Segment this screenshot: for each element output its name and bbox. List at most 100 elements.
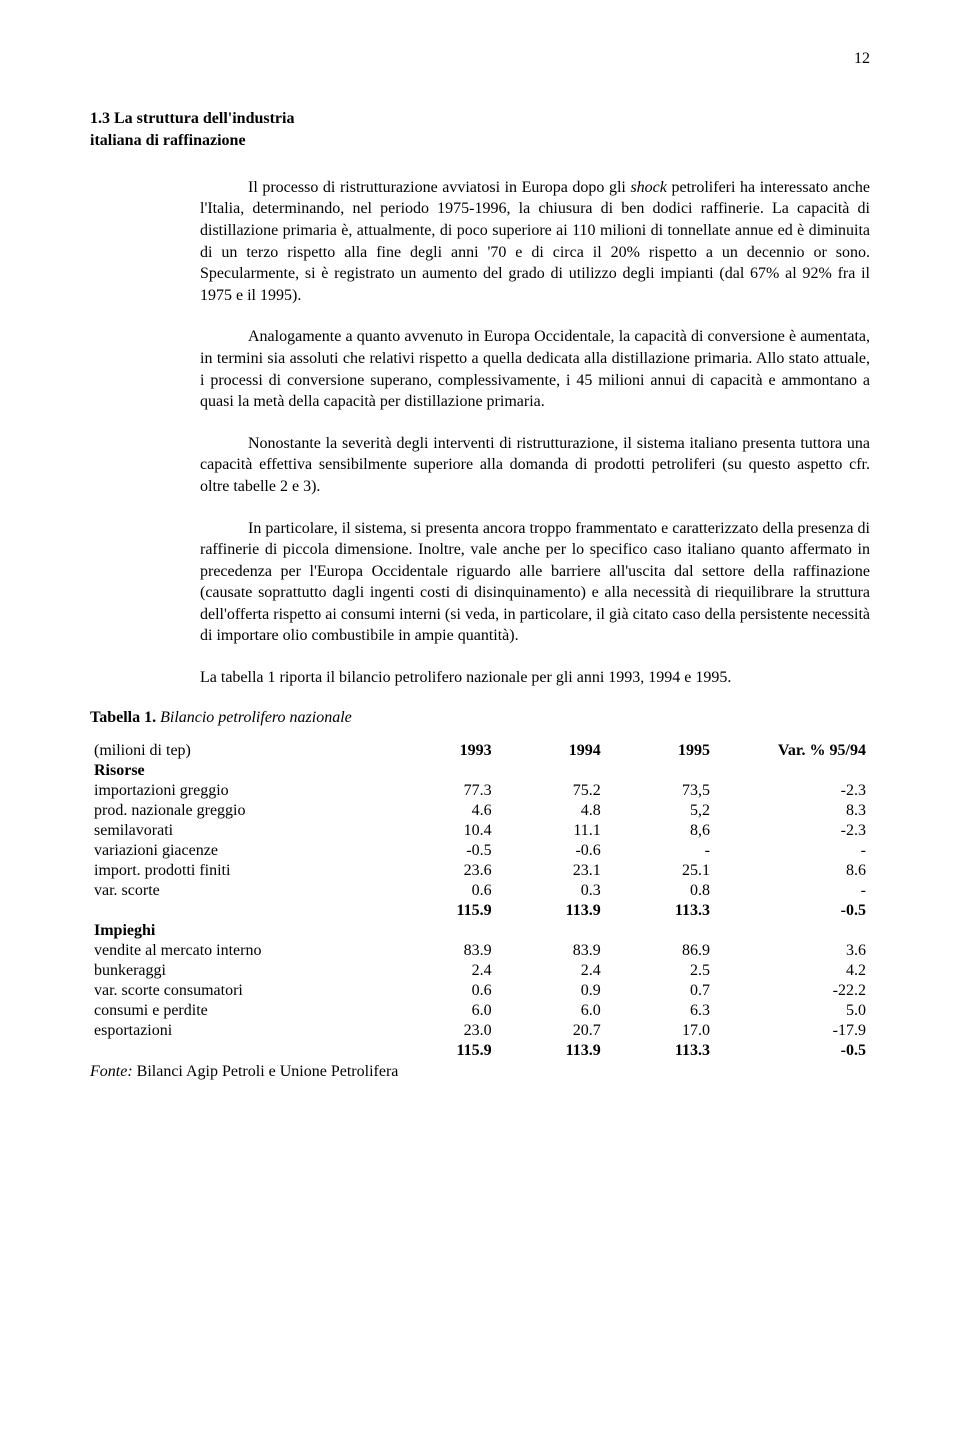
cell-label: esportazioni: [90, 1021, 386, 1041]
table-title-italic: Bilancio petrolifero nazionale: [156, 709, 352, 726]
cell: 113.3: [605, 1041, 714, 1061]
cell: -0.6: [496, 841, 605, 861]
cell: 0.9: [496, 981, 605, 1001]
table-row: esportazioni23.020.717.0-17.9: [90, 1021, 870, 1041]
table-title: Tabella 1. Bilancio petrolifero nazional…: [90, 709, 870, 727]
cell: 86.9: [605, 941, 714, 961]
header-1994: 1994: [496, 741, 605, 761]
source-text: Bilanci Agip Petroli e Unione Petrolifer…: [133, 1063, 399, 1080]
cell: 115.9: [386, 901, 495, 921]
cell: 73,5: [605, 781, 714, 801]
cell: 23.0: [386, 1021, 495, 1041]
cell: 6.0: [496, 1001, 605, 1021]
cell: 4.2: [714, 961, 870, 981]
table-row: bunkeraggi2.42.42.54.2: [90, 961, 870, 981]
cell: -: [714, 881, 870, 901]
cell: 0.6: [386, 881, 495, 901]
cell: 17.0: [605, 1021, 714, 1041]
cell: 10.4: [386, 821, 495, 841]
heading-line-1: 1.3 La struttura dell'industria: [90, 110, 294, 127]
cell: 4.8: [496, 801, 605, 821]
cell: 20.7: [496, 1021, 605, 1041]
table-section-impieghi: Impieghi: [90, 921, 870, 941]
cell: -2.3: [714, 781, 870, 801]
cell: 0.3: [496, 881, 605, 901]
cell: 113.9: [496, 901, 605, 921]
cell-label: import. prodotti finiti: [90, 861, 386, 881]
cell-label: var. scorte: [90, 881, 386, 901]
header-1995: 1995: [605, 741, 714, 761]
cell-label: vendite al mercato interno: [90, 941, 386, 961]
table-row: importazioni greggio77.375.273,5-2.3: [90, 781, 870, 801]
cell-label: variazioni giacenze: [90, 841, 386, 861]
cell-label: var. scorte consumatori: [90, 981, 386, 1001]
data-table: (milioni di tep) 1993 1994 1995 Var. % 9…: [90, 741, 870, 1061]
table-row: prod. nazionale greggio4.64.85,28.3: [90, 801, 870, 821]
emphasis-shock: shock: [630, 179, 666, 196]
cell: 5,2: [605, 801, 714, 821]
cell: 0.7: [605, 981, 714, 1001]
cell: 115.9: [386, 1041, 495, 1061]
table-row: vendite al mercato interno83.983.986.93.…: [90, 941, 870, 961]
cell: 0.6: [386, 981, 495, 1001]
cell: -: [714, 841, 870, 861]
table-header-row: (milioni di tep) 1993 1994 1995 Var. % 9…: [90, 741, 870, 761]
cell: 5.0: [714, 1001, 870, 1021]
section-heading: 1.3 La struttura dell'industria italiana…: [90, 108, 870, 153]
table-row: consumi e perdite6.06.06.35.0: [90, 1001, 870, 1021]
heading-line-2: italiana di raffinazione: [90, 132, 246, 149]
cell: 23.1: [496, 861, 605, 881]
cell-label: consumi e perdite: [90, 1001, 386, 1021]
cell: 0.8: [605, 881, 714, 901]
document-page: 12 1.3 La struttura dell'industria itali…: [0, 0, 960, 1141]
section-label-risorse: Risorse: [90, 761, 386, 781]
cell: -22.2: [714, 981, 870, 1001]
cell: -0.5: [386, 841, 495, 861]
table-row-total: 115.9113.9113.3-0.5: [90, 1041, 870, 1061]
cell: 11.1: [496, 821, 605, 841]
cell-label: importazioni greggio: [90, 781, 386, 801]
paragraph-5: La tabella 1 riporta il bilancio petroli…: [200, 667, 870, 689]
cell: 8.3: [714, 801, 870, 821]
cell: 113.3: [605, 901, 714, 921]
cell: 4.6: [386, 801, 495, 821]
source-label: Fonte:: [90, 1063, 133, 1080]
table-row: import. prodotti finiti23.623.125.18.6: [90, 861, 870, 881]
table-section-risorse: Risorse: [90, 761, 870, 781]
table-row-total: 115.9113.9113.3-0.5: [90, 901, 870, 921]
cell-label: bunkeraggi: [90, 961, 386, 981]
cell: 75.2: [496, 781, 605, 801]
cell: 113.9: [496, 1041, 605, 1061]
cell: 2.4: [386, 961, 495, 981]
cell: 8,6: [605, 821, 714, 841]
cell: 83.9: [496, 941, 605, 961]
section-label-impieghi: Impieghi: [90, 921, 386, 941]
cell: -17.9: [714, 1021, 870, 1041]
cell: 2.4: [496, 961, 605, 981]
paragraph-4: In particolare, il sistema, si presenta …: [200, 518, 870, 648]
header-units: (milioni di tep): [90, 741, 386, 761]
cell: -0.5: [714, 901, 870, 921]
cell: -: [605, 841, 714, 861]
table-row: var. scorte consumatori0.60.90.7-22.2: [90, 981, 870, 1001]
cell: 25.1: [605, 861, 714, 881]
cell-label: semilavorati: [90, 821, 386, 841]
paragraph-1: Il processo di ristrutturazione avviatos…: [200, 177, 870, 307]
table-row: semilavorati10.411.18,6-2.3: [90, 821, 870, 841]
cell: -0.5: [714, 1041, 870, 1061]
table-row: variazioni giacenze-0.5-0.6--: [90, 841, 870, 861]
cell-label: prod. nazionale greggio: [90, 801, 386, 821]
cell: 6.0: [386, 1001, 495, 1021]
cell: 77.3: [386, 781, 495, 801]
cell: 23.6: [386, 861, 495, 881]
header-var: Var. % 95/94: [714, 741, 870, 761]
table-row: var. scorte0.60.30.8-: [90, 881, 870, 901]
table-source: Fonte: Bilanci Agip Petroli e Unione Pet…: [90, 1063, 870, 1081]
cell: 3.6: [714, 941, 870, 961]
page-number: 12: [90, 50, 870, 68]
cell: 83.9: [386, 941, 495, 961]
cell-label: [90, 1041, 386, 1061]
paragraph-2: Analogamente a quanto avvenuto in Europa…: [200, 326, 870, 412]
cell-label: [90, 901, 386, 921]
cell: 6.3: [605, 1001, 714, 1021]
